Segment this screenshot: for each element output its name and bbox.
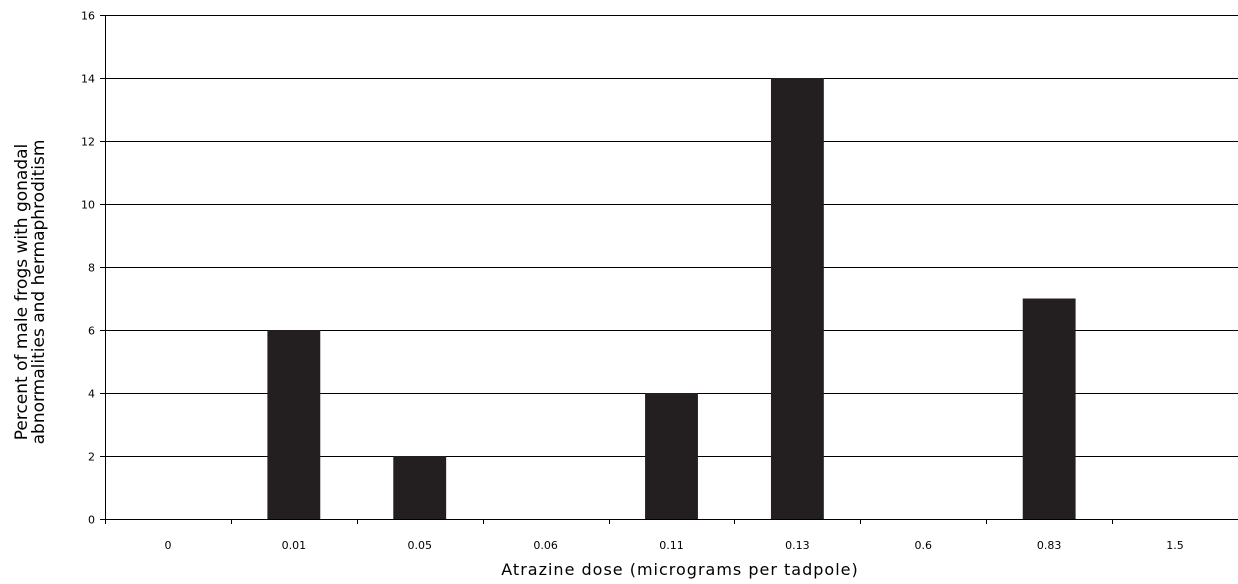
- y-tick-label-2: 2: [88, 451, 95, 464]
- y-tick-label-14: 14: [81, 73, 95, 86]
- x-tick-label-0.6: 0.6: [915, 539, 933, 552]
- y-tick-label-10: 10: [81, 199, 95, 212]
- x-tick-label-0: 0: [164, 539, 171, 552]
- x-tick-label-1.5: 1.5: [1166, 539, 1184, 552]
- y-tick-label-6: 6: [88, 325, 95, 338]
- bar-0.13: [770, 78, 824, 519]
- y-tick-label-16: 16: [81, 10, 95, 23]
- y-axis-title-line-2: abnormalities and hermaphroditism: [29, 140, 49, 445]
- bar-0.05: [393, 456, 447, 519]
- y-tick-label-8: 8: [88, 262, 95, 275]
- x-tick-label-0.13: 0.13: [785, 539, 810, 552]
- x-tick-label-0.05: 0.05: [407, 539, 432, 552]
- x-tick-label-0.11: 0.11: [659, 539, 684, 552]
- y-tick-labels: 0 2 4 6 8 10 12 14 16: [81, 10, 105, 527]
- bar-0.11: [645, 393, 698, 519]
- y-axis-title-line-1: Percent of male frogs with gonadal: [12, 144, 32, 441]
- x-tick-labels: 0 0.01 0.05 0.06 0.11 0.13 0.6 0.83 1.5: [105, 519, 1184, 552]
- bar-0.01: [267, 330, 321, 519]
- x-axis-title: Atrazine dose (micrograms per tadpole): [501, 560, 858, 579]
- bars: [267, 78, 1076, 519]
- y-tick-label-12: 12: [81, 136, 95, 149]
- y-axis-title: Percent of male frogs with gonadal abnor…: [12, 140, 49, 445]
- x-tick-label-0.06: 0.06: [533, 539, 558, 552]
- x-tick-label-0.83: 0.83: [1037, 539, 1062, 552]
- y-tick-label-4: 4: [88, 388, 95, 401]
- y-tick-label-0: 0: [88, 514, 95, 527]
- x-tick-label-0.01: 0.01: [282, 539, 307, 552]
- axes: [105, 15, 1238, 520]
- bar-0.83: [1022, 298, 1076, 519]
